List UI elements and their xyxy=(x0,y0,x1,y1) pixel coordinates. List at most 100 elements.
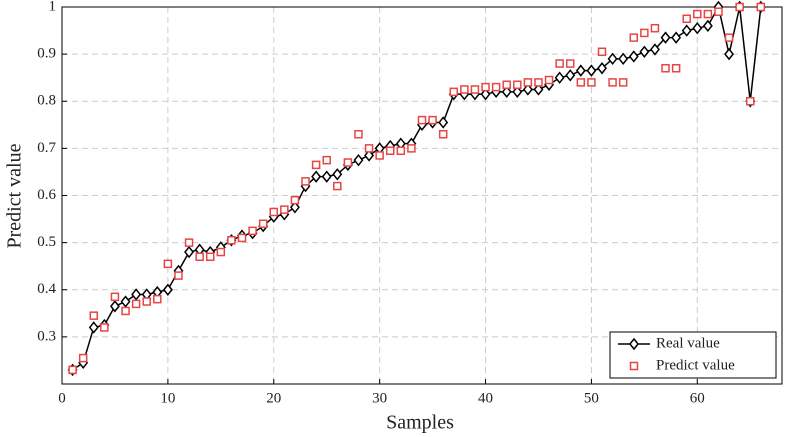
square-marker xyxy=(661,64,670,73)
square-marker xyxy=(163,259,173,269)
diamond-marker xyxy=(692,22,703,35)
square-marker xyxy=(174,271,183,280)
square-marker xyxy=(110,292,120,302)
legend: Real value Predict value xyxy=(609,331,777,379)
x-tick-label: 50 xyxy=(584,390,599,406)
y-tick-label: 0.3 xyxy=(37,328,56,344)
square-marker xyxy=(640,28,649,38)
square-marker xyxy=(280,205,289,214)
y-tick-label: 1 xyxy=(49,0,57,14)
diamond-marker xyxy=(311,170,322,183)
square-marker xyxy=(703,9,713,19)
square-marker xyxy=(544,75,554,85)
square-marker xyxy=(534,78,543,87)
square-marker xyxy=(618,78,628,87)
diamond-marker xyxy=(618,52,629,66)
square-marker xyxy=(333,181,342,191)
legend-box xyxy=(609,331,777,379)
y-tick-label: 0.6 xyxy=(37,187,56,203)
square-marker xyxy=(438,129,448,139)
square-marker xyxy=(650,23,660,33)
square-marker xyxy=(248,226,257,236)
square-marker xyxy=(417,115,427,125)
square-marker xyxy=(142,297,151,306)
diamond-marker xyxy=(321,170,332,183)
square-marker xyxy=(407,144,416,153)
y-tick-label: 0.7 xyxy=(37,140,56,156)
diamond-marker xyxy=(554,71,565,84)
square-marker xyxy=(565,59,575,68)
square-marker xyxy=(396,146,406,155)
square-marker xyxy=(131,299,141,309)
x-tick-label: 20 xyxy=(266,390,281,406)
x-tick-label: 30 xyxy=(372,390,387,406)
series-line xyxy=(72,4,762,371)
x-tick-label: 60 xyxy=(690,390,705,406)
diamond-marker xyxy=(565,69,576,82)
square-marker xyxy=(587,78,596,87)
square-marker xyxy=(195,252,204,262)
square-marker xyxy=(671,64,681,73)
square-marker xyxy=(428,115,437,125)
square-marker xyxy=(513,80,522,90)
diamond-marker xyxy=(438,116,449,129)
square-marker xyxy=(693,9,702,19)
square-marker xyxy=(745,97,755,106)
diamond-marker xyxy=(109,300,120,313)
square-marker xyxy=(629,361,639,371)
x-tick-label: 40 xyxy=(478,390,493,406)
square-marker xyxy=(724,33,734,42)
diamond-marker xyxy=(522,83,533,96)
square-marker xyxy=(555,59,564,68)
x-axis-label: Samples xyxy=(386,412,454,434)
y-tick-label: 0.4 xyxy=(37,281,56,297)
square-marker xyxy=(354,129,363,139)
square-marker xyxy=(290,195,300,205)
diamond-marker xyxy=(681,24,692,37)
diamond-marker xyxy=(184,245,195,259)
square-marker xyxy=(100,323,109,332)
diamond-marker xyxy=(512,85,523,99)
square-marker xyxy=(735,2,744,12)
square-marker xyxy=(153,294,162,304)
square-marker xyxy=(89,311,99,320)
square-marker xyxy=(205,252,215,262)
diamond-marker xyxy=(480,87,491,101)
diamond-marker xyxy=(607,52,618,66)
diamond-marker xyxy=(649,43,660,56)
diamond-marker xyxy=(639,45,650,58)
square-marker xyxy=(385,146,395,155)
diamond-marker xyxy=(724,47,735,61)
square-marker xyxy=(78,353,88,363)
x-tick-label: 10 xyxy=(160,390,175,406)
square-marker xyxy=(311,160,321,170)
diamond-marker xyxy=(702,19,713,33)
x-tick-label: 0 xyxy=(58,390,66,406)
square-marker xyxy=(608,78,617,87)
diamond-marker xyxy=(501,85,512,99)
diamond-marker xyxy=(671,31,682,44)
square-marker xyxy=(375,151,384,160)
y-tick-label: 0.9 xyxy=(37,46,56,62)
diamond-marker xyxy=(575,64,586,77)
square-marker xyxy=(449,87,459,97)
diamond-marker xyxy=(332,168,343,181)
square-marker xyxy=(68,365,77,375)
diamond-marker xyxy=(120,295,131,308)
diamond-marker xyxy=(131,288,142,301)
square-marker xyxy=(502,80,511,90)
square-marker xyxy=(364,144,374,153)
diamond-marker xyxy=(353,153,364,167)
square-marker xyxy=(481,82,490,92)
diamond-marker xyxy=(162,283,173,296)
square-marker xyxy=(184,238,194,247)
square-marker xyxy=(121,306,130,316)
square-marker xyxy=(629,33,639,42)
diamond-marker xyxy=(586,64,597,77)
square-marker xyxy=(597,47,607,57)
diamond-marker xyxy=(289,201,300,214)
legend-label: Real value xyxy=(656,335,720,351)
square-marker xyxy=(460,85,469,94)
square-marker xyxy=(756,2,766,12)
